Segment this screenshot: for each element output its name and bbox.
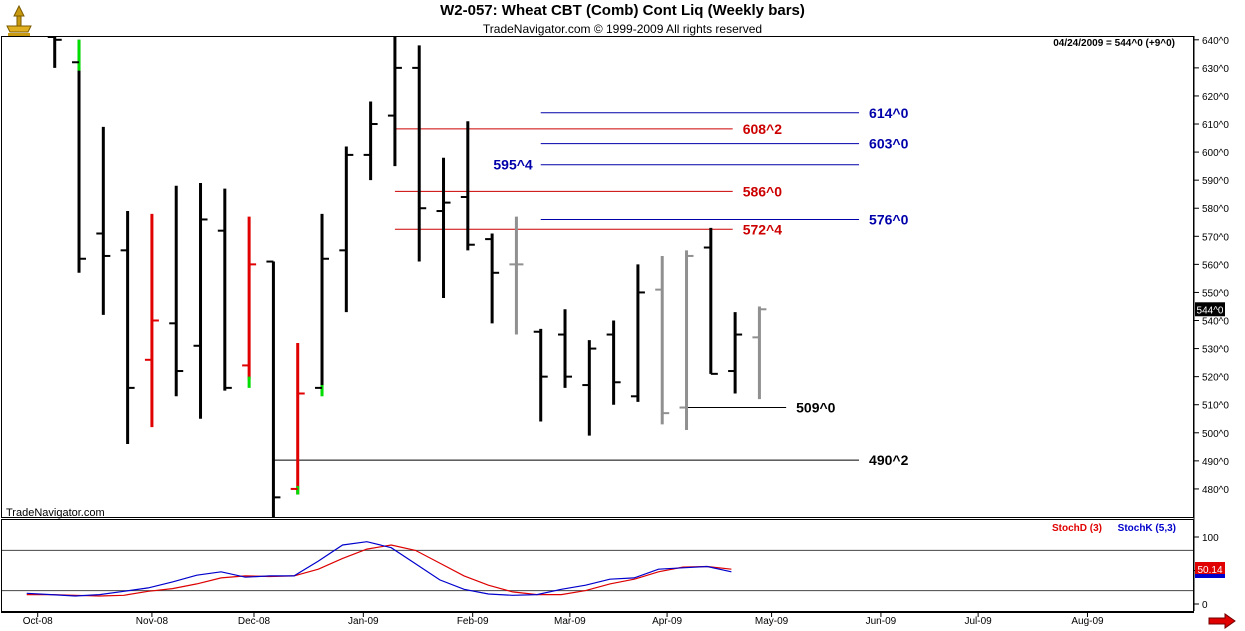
x-tick-label: Feb-09 <box>457 616 489 627</box>
y-tick-label: 570^0 <box>1202 232 1229 243</box>
watermark-text: TradeNavigator.com <box>6 507 105 519</box>
stoch-last-marker <box>1195 562 1225 577</box>
y-tick-label: 500^0 <box>1202 429 1229 440</box>
y-tick-label: 620^0 <box>1202 92 1229 103</box>
stoch-last-marker-k <box>1195 574 1225 578</box>
level-label: 595^4 <box>493 157 533 173</box>
level-label: 586^0 <box>743 183 783 199</box>
x-tick-label: Dec-08 <box>238 616 271 627</box>
x-tick-label: May-09 <box>755 616 789 627</box>
y-tick-label: 630^0 <box>1202 64 1229 75</box>
y-tick-label: 490^0 <box>1202 457 1229 468</box>
chart-title: W2-057: Wheat CBT (Comb) Cont Liq (Weekl… <box>440 2 805 19</box>
stochd-legend: StochD (3) <box>1052 523 1102 534</box>
stoch-y-label: 0 <box>1202 600 1208 611</box>
x-tick-label: Oct-08 <box>23 616 53 627</box>
x-tick-label: Jul-09 <box>964 616 992 627</box>
y-tick-label: 510^0 <box>1202 401 1229 412</box>
price-panel-frame <box>1 36 1194 518</box>
stochastic-panel-frame <box>1 519 1194 612</box>
x-tick-label: Aug-09 <box>1071 616 1104 627</box>
trade-navigator-logo-icon[interactable] <box>4 4 34 38</box>
stoch-last-value: 50.14 <box>1197 565 1222 576</box>
y-tick-label: 540^0 <box>1202 317 1229 328</box>
level-label: 608^2 <box>743 121 783 137</box>
x-tick-label: Mar-09 <box>554 616 586 627</box>
y-tick-label: 580^0 <box>1202 204 1229 215</box>
x-tick-label: Jun-09 <box>866 616 897 627</box>
level-label: 490^2 <box>869 452 909 468</box>
last-price-marker <box>1195 302 1225 317</box>
stoch-y-label: 100 <box>1202 533 1219 544</box>
y-tick-label: 560^0 <box>1202 260 1229 271</box>
stoch-series-line <box>26 541 732 597</box>
y-tick-label: 610^0 <box>1202 120 1229 131</box>
stochk-legend: StochK (5,3) <box>1118 523 1176 534</box>
last-quote-text: 04/24/2009 = 544^0 (+9^0) <box>1053 38 1175 49</box>
y-tick-label: 480^0 <box>1202 485 1229 496</box>
level-label: 603^0 <box>869 136 909 152</box>
y-tick-label: 590^0 <box>1202 176 1229 187</box>
level-label: 572^4 <box>743 221 783 237</box>
stoch-series-line <box>26 544 732 597</box>
y-tick-label: 520^0 <box>1202 373 1229 384</box>
x-tick-label: Nov-08 <box>136 616 169 627</box>
y-tick-label: 550^0 <box>1202 288 1229 299</box>
y-tick-label: 530^0 <box>1202 345 1229 356</box>
copyright-text: TradeNavigator.com © 1999-2009 All right… <box>482 22 763 36</box>
level-label: 509^0 <box>796 400 836 416</box>
scroll-right-arrow-icon[interactable] <box>1207 613 1237 629</box>
level-label: 614^0 <box>869 105 909 121</box>
y-tick-label: 600^0 <box>1202 148 1229 159</box>
level-label: 576^0 <box>869 211 909 227</box>
x-tick-label: Apr-09 <box>652 616 682 627</box>
x-tick-label: Jan-09 <box>348 616 379 627</box>
last-price-label: 544^0 <box>1197 305 1224 316</box>
y-tick-label: 640^0 <box>1202 36 1229 47</box>
